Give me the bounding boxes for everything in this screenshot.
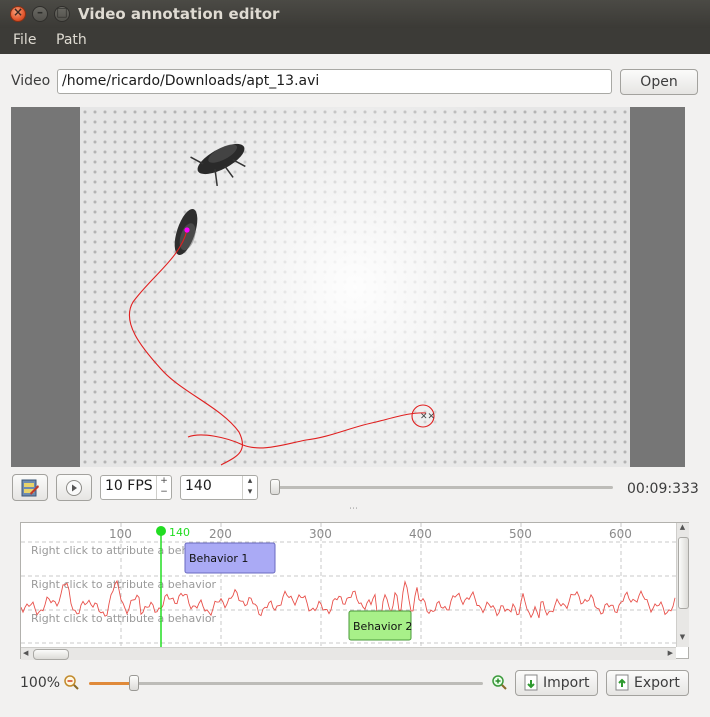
timeline-horizontal-scrollbar[interactable]: ◀ ▶ bbox=[21, 647, 676, 660]
zoom-out-icon[interactable] bbox=[63, 674, 81, 692]
open-button[interactable]: Open bbox=[620, 69, 698, 95]
video-path-input[interactable]: /home/ricardo/Downloads/apt_13.avi bbox=[57, 69, 612, 94]
signal-trace bbox=[21, 579, 676, 629]
timeline-row-hint: Right click to attribute a behavior bbox=[31, 578, 217, 591]
video-label: Video bbox=[11, 73, 51, 89]
behavior-label-2: Behavior 2 bbox=[353, 620, 412, 633]
maximize-window-button[interactable]: □ bbox=[54, 5, 70, 22]
frame-spinbox[interactable]: 140 ▴ ▾ bbox=[180, 475, 258, 500]
arena-image bbox=[80, 107, 630, 467]
behavior-label-1: Behavior 1 bbox=[189, 552, 248, 565]
position-marker bbox=[184, 227, 190, 233]
export-button[interactable]: Export bbox=[606, 670, 689, 696]
horizontal-scroll-thumb[interactable] bbox=[33, 649, 69, 660]
menu-file[interactable]: File bbox=[13, 32, 37, 48]
timeline-row-hint: Right click to attribute a behavior bbox=[31, 612, 217, 625]
playhead-label: 140 bbox=[169, 526, 190, 539]
import-label: Import bbox=[543, 675, 590, 691]
title-bar: × – □ Video annotation editor bbox=[0, 0, 710, 28]
play-button[interactable] bbox=[56, 474, 92, 501]
edit-annotations-button[interactable] bbox=[12, 474, 48, 501]
frame-stepper[interactable]: ▴ ▾ bbox=[242, 476, 257, 499]
behavior-block-2 bbox=[348, 610, 412, 641]
close-icon: × bbox=[12, 5, 24, 19]
window-title: Video annotation editor bbox=[78, 5, 280, 23]
frame-slider-handle[interactable] bbox=[270, 479, 280, 495]
timeline-tick-label: 100 bbox=[109, 527, 132, 541]
video-overlay: ✕✕ bbox=[128, 143, 435, 466]
trajectory-path bbox=[128, 229, 427, 466]
video-frame[interactable]: ✕✕ bbox=[11, 107, 685, 467]
timeline-tick-label: 600 bbox=[609, 527, 632, 541]
export-icon bbox=[615, 674, 631, 696]
time-label: 00:09:333 bbox=[627, 481, 699, 497]
frame-slider-track[interactable] bbox=[270, 486, 613, 489]
menu-bar: File Path bbox=[0, 28, 710, 54]
minimize-icon: – bbox=[37, 5, 43, 19]
export-label: Export bbox=[634, 675, 680, 691]
fly-1 bbox=[190, 143, 246, 187]
import-button[interactable]: Import bbox=[515, 670, 598, 696]
menu-path[interactable]: Path bbox=[56, 32, 87, 48]
import-icon bbox=[524, 674, 540, 696]
timeline-tick-label: 500 bbox=[509, 527, 532, 541]
fps-stepper[interactable]: + − bbox=[156, 476, 171, 499]
scroll-left-icon[interactable]: ◀ bbox=[23, 649, 29, 657]
scroll-up-icon[interactable]: ▲ bbox=[679, 523, 686, 531]
frame-value: 140 bbox=[185, 478, 212, 494]
zoom-slider-track[interactable] bbox=[89, 682, 483, 685]
timeline-panel[interactable]: 100 200 300 400 500 600 Right click to attribu… bbox=[20, 522, 689, 659]
zoom-in-icon[interactable] bbox=[491, 674, 509, 692]
tracking-circle bbox=[411, 404, 435, 428]
vertical-scroll-thumb[interactable] bbox=[678, 537, 689, 609]
zoom-slider-handle[interactable] bbox=[129, 675, 139, 691]
scroll-right-icon[interactable]: ▶ bbox=[667, 649, 673, 657]
minimize-window-button[interactable]: – bbox=[32, 5, 48, 22]
splitter-handle[interactable]: ⋯ bbox=[349, 504, 359, 514]
zoom-percent-label: 100% bbox=[20, 675, 61, 691]
playhead-handle bbox=[156, 526, 166, 536]
timeline-tick-label: 400 bbox=[409, 527, 432, 541]
behavior-block-1 bbox=[184, 542, 276, 574]
timeline-canvas[interactable]: 100 200 300 400 500 600 Right click to attribu… bbox=[21, 523, 689, 659]
play-icon bbox=[66, 480, 82, 496]
timeline-tick-label: 200 bbox=[209, 527, 232, 541]
film-edit-icon bbox=[21, 479, 39, 497]
timeline-tick-label: 300 bbox=[309, 527, 332, 541]
scroll-down-icon[interactable]: ▼ bbox=[679, 633, 686, 641]
fps-value: 10 FPS bbox=[105, 478, 153, 494]
timeline-row-hint: Right click to attribute a behavior bbox=[31, 544, 217, 557]
fps-spinbox[interactable]: 10 FPS + − bbox=[100, 475, 172, 500]
tracking-cross-icon: ✕✕ bbox=[420, 412, 435, 422]
close-window-button[interactable]: × bbox=[10, 5, 26, 22]
maximize-icon: □ bbox=[56, 5, 68, 19]
timeline-vertical-scrollbar[interactable]: ▲ ▼ bbox=[676, 523, 689, 647]
